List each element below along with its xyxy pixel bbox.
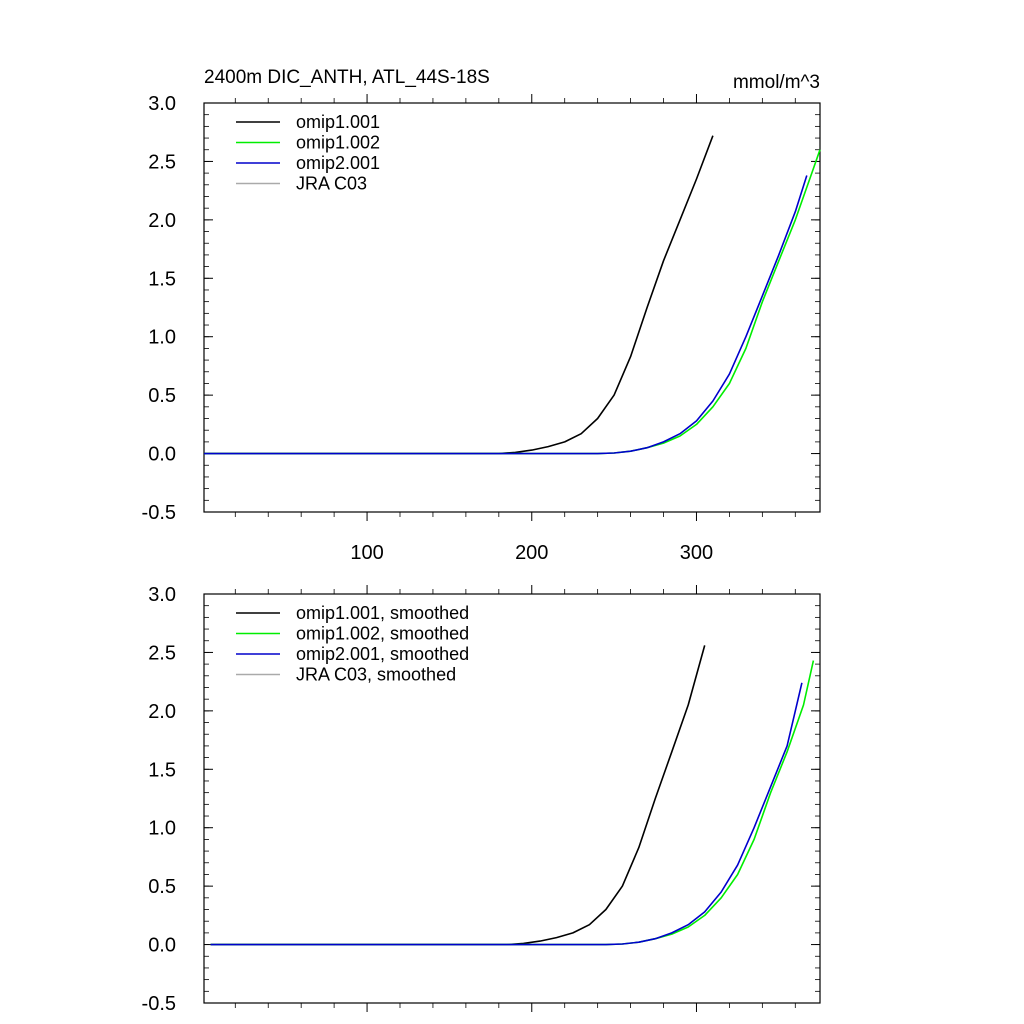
chart-units: mmol/m^3 bbox=[733, 72, 820, 93]
legend-label: omip1.001 bbox=[296, 112, 380, 132]
series-line-omip1-002 bbox=[204, 149, 821, 455]
legend-label: JRA C03 bbox=[296, 174, 367, 194]
y-tick-label: 0.5 bbox=[148, 876, 176, 898]
y-tick-label: 0.0 bbox=[148, 935, 176, 957]
y-tick-label: 1.5 bbox=[148, 268, 176, 290]
y-tick-label: 2.0 bbox=[148, 210, 176, 232]
y-tick-label: 2.0 bbox=[148, 701, 176, 723]
series-line-omip2-001 bbox=[204, 175, 808, 455]
y-tick-label: 3.0 bbox=[148, 93, 176, 115]
legend-label: omip1.002, smoothed bbox=[296, 624, 469, 644]
y-tick-label: 0.0 bbox=[148, 444, 176, 466]
y-tick-label: 0.5 bbox=[148, 385, 176, 407]
y-tick-label: -0.5 bbox=[142, 502, 176, 524]
legend-label: JRA C03, smoothed bbox=[296, 665, 456, 685]
y-tick-label: 1.0 bbox=[148, 818, 176, 840]
series-line-omip2-001-smoothed bbox=[210, 682, 803, 946]
y-tick-label: -0.5 bbox=[142, 993, 176, 1015]
plot-frame bbox=[203, 102, 821, 513]
series-line-omip1-001-smoothed bbox=[210, 645, 706, 946]
series-line-omip1-001 bbox=[204, 135, 714, 455]
y-tick-label: 2.5 bbox=[148, 151, 176, 173]
panel-bottom: -0.5 0.0 0.5 1.0 1.5 2.0 2.5 3.0 omip1.001, smoo… bbox=[142, 584, 821, 1015]
chart-title: 2400m DIC_ANTH, ATL_44S-18S bbox=[204, 67, 490, 88]
y-tick-label: 2.5 bbox=[148, 642, 176, 664]
plot-frame bbox=[203, 593, 821, 1004]
legend-label: omip1.001, smoothed bbox=[296, 603, 469, 623]
x-tick-label: 200 bbox=[515, 542, 548, 564]
x-tick-label: 100 bbox=[350, 542, 383, 564]
y-tick-label: 1.5 bbox=[148, 759, 176, 781]
legend-label: omip1.002 bbox=[296, 133, 380, 153]
legend-label: omip2.001 bbox=[296, 153, 380, 173]
x-tick-label: 300 bbox=[680, 542, 713, 564]
series-line-omip1-002-smoothed bbox=[210, 660, 815, 946]
legend-label: omip2.001, smoothed bbox=[296, 644, 469, 664]
panel-top: -0.5 0.0 0.5 1.0 1.5 2.0 2.5 3.0 100 200 300 2400m … bbox=[142, 67, 821, 564]
y-tick-label: 3.0 bbox=[148, 584, 176, 606]
y-tick-label: 1.0 bbox=[148, 327, 176, 349]
